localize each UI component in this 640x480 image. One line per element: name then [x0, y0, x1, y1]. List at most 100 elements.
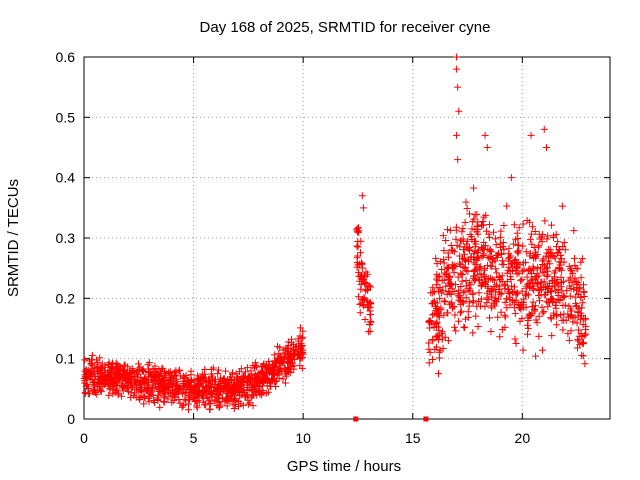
- data-point: [434, 370, 442, 378]
- data-point: [565, 276, 573, 284]
- data-point: [554, 249, 562, 257]
- data-point: [457, 301, 465, 309]
- data-point: [475, 276, 483, 284]
- x-tick-label: 5: [190, 430, 198, 446]
- data-point: [452, 223, 460, 231]
- data-point: [238, 388, 246, 396]
- data-point: [552, 230, 560, 238]
- data-point: [459, 224, 467, 232]
- data-point: [237, 380, 245, 388]
- data-point: [191, 398, 199, 406]
- data-point: [164, 389, 172, 397]
- outlier-point: [358, 192, 366, 200]
- data-point: [531, 275, 539, 283]
- data-point: [456, 309, 464, 317]
- data-point: [459, 288, 467, 296]
- data-point: [166, 375, 174, 383]
- data-point: [511, 310, 519, 318]
- data-point: [455, 317, 463, 325]
- data-point: [493, 281, 501, 289]
- data-point: [506, 293, 514, 301]
- data-point: [450, 303, 458, 311]
- data-point: [508, 282, 516, 290]
- data-point: [520, 266, 528, 274]
- data-point: [506, 267, 514, 275]
- data-point: [237, 365, 245, 373]
- data-point: [271, 359, 279, 367]
- data-point: [550, 309, 558, 317]
- data-point: [282, 344, 290, 352]
- data-point: [213, 385, 221, 393]
- data-point: [557, 283, 565, 291]
- data-point: [139, 365, 147, 373]
- data-point: [558, 255, 566, 263]
- data-point: [577, 274, 585, 282]
- y-tick-label: 0.5: [56, 109, 76, 125]
- data-point: [472, 312, 480, 320]
- data-point: [255, 388, 263, 396]
- data-point: [156, 384, 164, 392]
- data-point: [559, 326, 567, 334]
- data-point: [550, 269, 558, 277]
- data-point: [527, 270, 535, 278]
- data-point: [498, 326, 506, 334]
- outlier-point: [454, 83, 462, 91]
- data-point: [540, 278, 548, 286]
- data-point: [544, 232, 552, 240]
- data-point: [560, 238, 568, 246]
- data-point: [435, 354, 443, 362]
- data-point: [455, 292, 463, 300]
- data-point: [501, 285, 509, 293]
- data-point: [560, 310, 568, 318]
- data-point: [516, 304, 524, 312]
- grid-lines: [84, 57, 610, 419]
- data-point: [534, 264, 542, 272]
- data-point: [512, 236, 520, 244]
- data-point: [575, 326, 583, 334]
- data-point: [187, 367, 195, 375]
- data-point: [363, 297, 371, 305]
- y-tick-label: 0.3: [56, 230, 76, 246]
- outlier-point: [483, 144, 491, 151]
- data-point: [285, 359, 293, 367]
- data-point: [442, 282, 450, 290]
- data-point: [470, 272, 478, 280]
- data-point: [154, 395, 162, 403]
- data-point: [355, 293, 363, 301]
- data-point: [486, 314, 494, 322]
- data-point: [500, 222, 508, 230]
- data-point: [578, 339, 586, 347]
- data-point: [172, 367, 180, 375]
- data-point: [242, 393, 250, 401]
- data-point: [208, 387, 216, 395]
- data-point: [567, 327, 575, 335]
- data-point: [138, 383, 146, 391]
- data-point: [490, 228, 498, 236]
- data-point: [356, 309, 364, 317]
- data-point: [277, 367, 285, 375]
- outlier-point: [481, 131, 489, 139]
- data-point: [512, 339, 520, 347]
- data-point: [475, 264, 483, 272]
- data-point: [558, 316, 566, 324]
- data-point: [293, 352, 301, 360]
- outlier-point: [454, 156, 462, 164]
- data-point: [258, 382, 266, 390]
- data-point: [355, 272, 363, 280]
- data-point: [361, 316, 369, 324]
- data-point: [223, 402, 231, 410]
- data-point: [517, 277, 525, 285]
- data-point: [506, 301, 514, 309]
- data-point: [283, 367, 291, 375]
- data-point: [450, 262, 458, 270]
- outlier-point: [453, 131, 461, 139]
- data-point: [437, 304, 445, 312]
- data-point: [111, 365, 119, 373]
- data-point: [202, 374, 210, 382]
- data-point: [460, 323, 468, 331]
- data-point: [441, 298, 449, 306]
- x-tick-label: 0: [80, 430, 88, 446]
- data-point: [122, 371, 130, 379]
- data-point: [160, 394, 168, 402]
- data-point: [353, 254, 361, 262]
